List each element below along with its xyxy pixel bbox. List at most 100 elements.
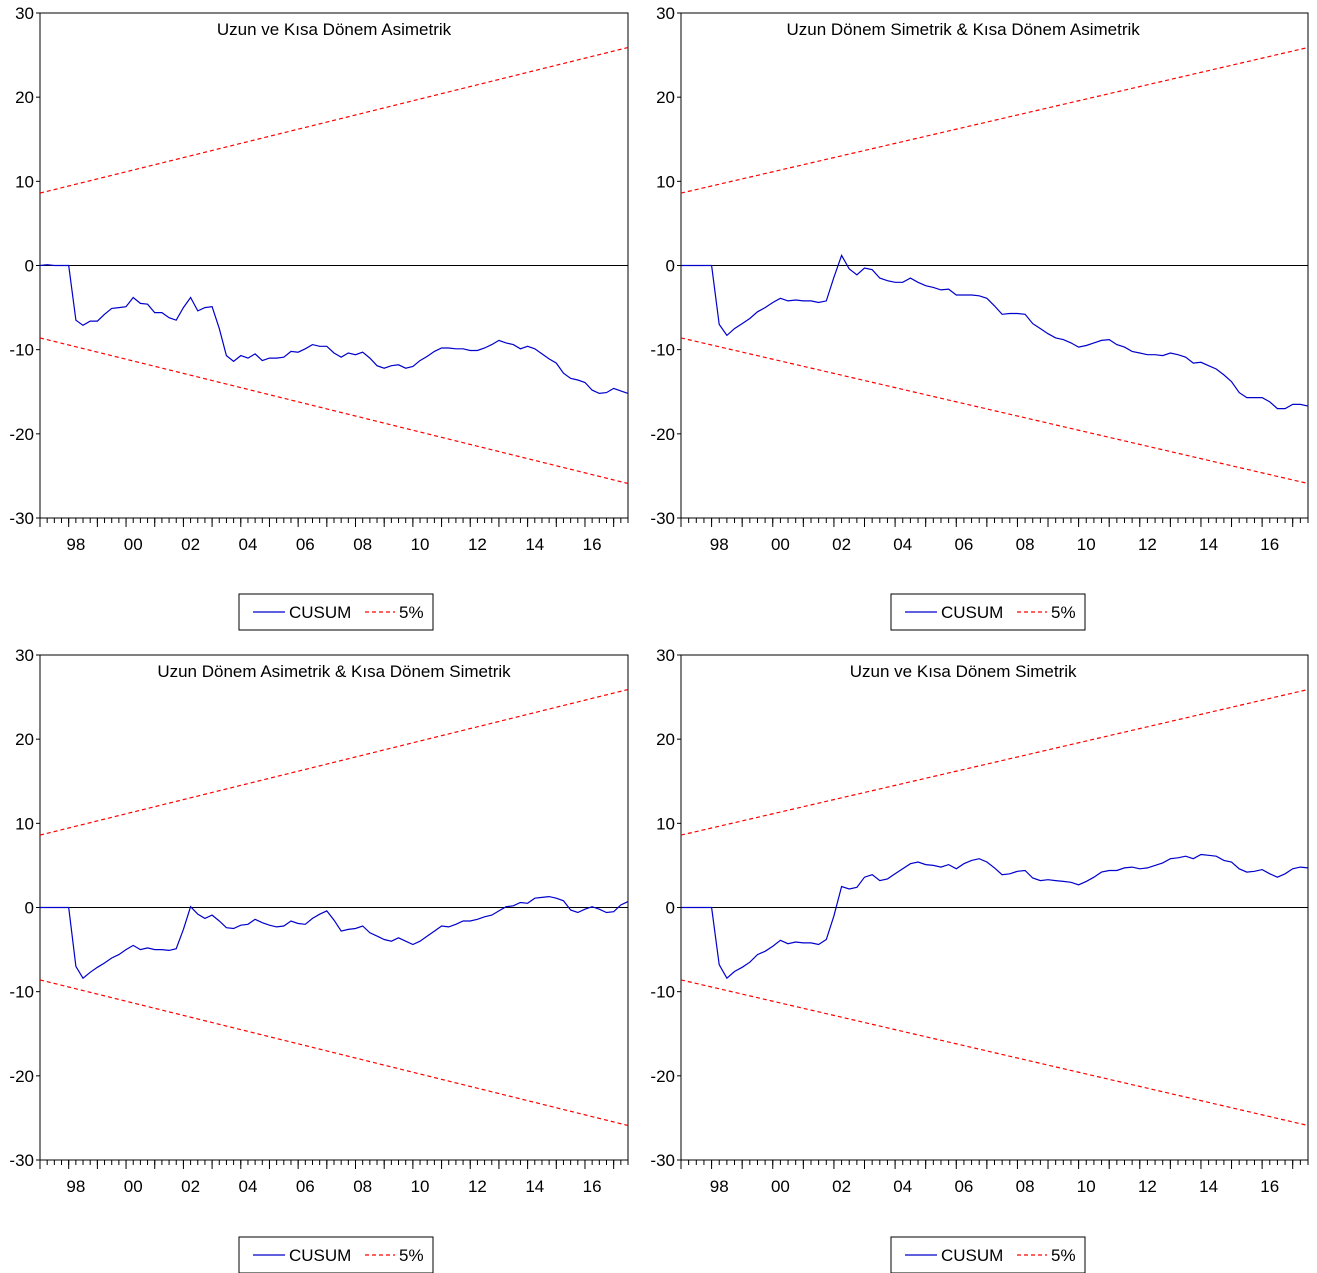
y-tick-label: 30 [656,4,675,23]
x-tick-label: 06 [296,1177,315,1196]
lower-5pct-bound-line [680,979,1309,1127]
y-tick-label: -10 [650,341,675,360]
x-tick-label: 10 [411,1177,430,1196]
cusum-line [40,895,629,980]
x-tick-label: 08 [1016,535,1035,554]
chart-panel-4: 30 20 10 0 -10 -20 -30 98 00 02 04 06 08 10 12 14 16 Uzun… [650,646,1309,1273]
y-tick-label: -30 [9,509,34,528]
y-tick-label: 0 [666,257,675,276]
x-tick-label: 12 [468,1177,487,1196]
y-tick-label: -30 [650,509,675,528]
x-tick-label: 00 [771,535,790,554]
x-tick-label: 12 [1138,1177,1157,1196]
y-tick-label: 10 [15,172,34,191]
chart-panel-2: 30 20 10 0 -10 -20 -30 98 00 02 04 06 08 10 12 14 16 Uzun… [650,4,1309,631]
y-tick-label: -10 [650,983,675,1002]
legend-cusum-label: CUSUM [941,1246,1003,1265]
x-tick-label: 16 [1260,1177,1279,1196]
y-tick-label: 20 [656,730,675,749]
x-tick-label: 98 [710,1177,729,1196]
y-tick-label: -20 [9,1067,34,1086]
x-tick-label: 00 [124,1177,143,1196]
cusum-line [681,253,1309,410]
x-tick-label: 00 [124,535,143,554]
y-tick-label: 10 [656,172,675,191]
x-tick-label: 08 [1016,1177,1035,1196]
upper-5pct-bound-line [680,46,1309,194]
x-tick-label: 14 [1199,1177,1218,1196]
legend-5pct-label: 5% [399,603,424,622]
x-tick-label: 04 [893,1177,912,1196]
x-tick-label: 16 [1260,535,1279,554]
y-tick-label: 20 [15,730,34,749]
chart-title: Uzun Dönem Asimetrik & Kısa Dönem Simetr… [157,662,511,681]
y-tick-label: -20 [9,425,34,444]
x-tick-label: 98 [66,535,85,554]
y-tick-label: -10 [9,983,34,1002]
x-tick-label: 02 [181,535,200,554]
y-tick-label: -10 [9,341,34,360]
legend-cusum-label: CUSUM [941,603,1003,622]
y-tick-label: -30 [650,1151,675,1170]
x-tick-label: 02 [832,535,851,554]
x-tick-label: 08 [353,535,372,554]
upper-5pct-bound-line [680,688,1309,836]
y-tick-label: 20 [15,88,34,107]
chart-title: Uzun ve Kısa Dönem Asimetrik [217,20,452,39]
x-tick-label: 02 [181,1177,200,1196]
x-tick-label: 10 [411,535,430,554]
x-tick-label: 00 [771,1177,790,1196]
x-tick-label: 16 [583,1177,602,1196]
x-tick-label: 16 [583,535,602,554]
chart-panel-3: 30 20 10 0 -10 -20 -30 98 00 02 04 06 08 10 12 14 16 Uzun… [9,646,629,1273]
lower-5pct-bound-line [39,979,629,1127]
legend-5pct-label: 5% [399,1246,424,1265]
chart-panel-1: 30 20 10 0 -10 -20 -30 98 00 02 04 06 08 10 12 14 16 Uzun… [9,4,629,631]
y-tick-label: -30 [9,1151,34,1170]
y-tick-label: 10 [15,814,34,833]
legend: CUSUM 5% [238,593,434,631]
legend-cusum-label: CUSUM [289,603,351,622]
x-tick-label: 06 [954,1177,973,1196]
y-tick-label: 10 [656,814,675,833]
x-tick-label: 06 [954,535,973,554]
upper-5pct-bound-line [39,688,629,836]
x-tick-label: 98 [710,535,729,554]
y-tick-label: 0 [25,257,34,276]
chart-title: Uzun Dönem Simetrik & Kısa Dönem Asimetr… [786,20,1140,39]
legend-5pct-label: 5% [1051,1246,1076,1265]
x-tick-label: 14 [525,1177,544,1196]
x-tick-label: 10 [1077,1177,1096,1196]
legend-cusum-label: CUSUM [289,1246,351,1265]
x-tick-label: 02 [832,1177,851,1196]
y-tick-label: 30 [656,646,675,665]
y-tick-label: 30 [15,646,34,665]
cusum-line [39,264,629,395]
x-tick-label: 06 [296,535,315,554]
x-tick-label: 12 [1138,535,1157,554]
x-tick-label: 04 [238,535,257,554]
chart-title: Uzun ve Kısa Dönem Simetrik [850,662,1077,681]
y-tick-label: -20 [650,1067,675,1086]
x-tick-label: 14 [1199,535,1218,554]
lower-5pct-bound-line [680,337,1309,485]
x-tick-label: 14 [525,535,544,554]
lower-5pct-bound-line [39,337,629,485]
x-tick-label: 10 [1077,535,1096,554]
x-tick-label: 12 [468,535,487,554]
legend: CUSUM 5% [890,593,1086,631]
y-tick-label: 20 [656,88,675,107]
y-tick-label: 0 [666,899,675,918]
y-tick-label: -20 [650,425,675,444]
y-tick-label: 0 [25,899,34,918]
x-tick-label: 04 [893,535,912,554]
x-tick-label: 04 [238,1177,257,1196]
cusum-line [681,853,1309,980]
legend: CUSUM 5% [890,1236,1086,1273]
legend: CUSUM 5% [238,1236,434,1273]
x-tick-label: 98 [66,1177,85,1196]
x-tick-label: 08 [353,1177,372,1196]
upper-5pct-bound-line [39,46,629,194]
legend-5pct-label: 5% [1051,603,1076,622]
